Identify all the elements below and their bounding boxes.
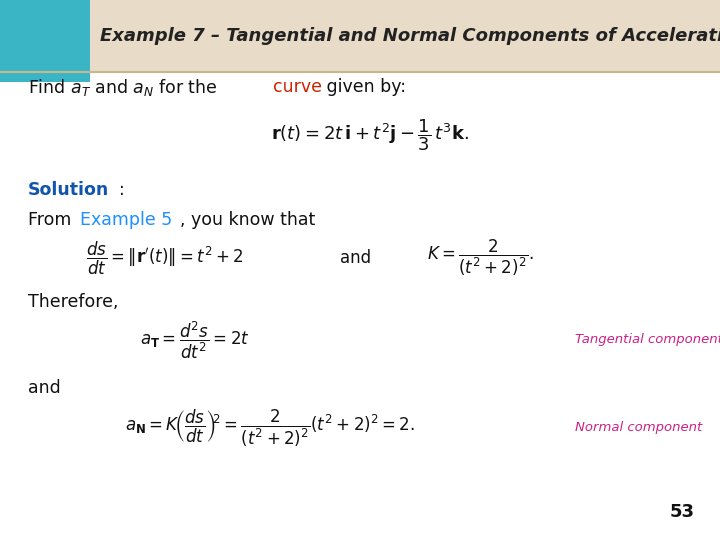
Text: :: : [119,181,125,199]
Text: Therefore,: Therefore, [28,293,119,311]
Text: Example 5: Example 5 [80,211,172,229]
Text: given by:: given by: [321,78,406,96]
Text: $\mathbf{r}(t) = 2t\,\mathbf{i} + t^2\mathbf{j} - \dfrac{1}{3}\,t^3\mathbf{k}.$: $\mathbf{r}(t) = 2t\,\mathbf{i} + t^2\ma… [271,117,469,153]
Bar [0,0,90,82]
Text: $a_{\mathbf{N}} = K\!\left(\dfrac{ds}{dt}\right)^{\!\!2} = \dfrac{2}{(t^2+2)^2}(: $a_{\mathbf{N}} = K\!\left(\dfrac{ds}{dt… [125,407,415,449]
Text: Normal component: Normal component [575,422,702,435]
Text: Tangential component: Tangential component [575,334,720,347]
Text: $\dfrac{ds}{dt} = \|\mathbf{r}^{\prime}(t)\| = t^2 + 2$: $\dfrac{ds}{dt} = \|\mathbf{r}^{\prime}(… [86,239,243,276]
Text: $K = \dfrac{2}{(t^2+2)^2}.$: $K = \dfrac{2}{(t^2+2)^2}.$ [427,238,534,278]
Text: curve: curve [273,78,322,96]
Text: Find $a_T$ and $a_N$ for the: Find $a_T$ and $a_N$ for the [28,77,218,98]
Text: 53: 53 [670,503,695,521]
Text: and: and [28,379,60,397]
Bar [0,0,720,72]
Text: Solution: Solution [28,181,109,199]
Text: From: From [28,211,77,229]
Text: , you know that: , you know that [180,211,315,229]
Text: and: and [340,249,371,267]
Text: $a_{\mathbf{T}} = \dfrac{d^2s}{dt^2} = 2t$: $a_{\mathbf{T}} = \dfrac{d^2s}{dt^2} = 2… [140,319,250,361]
Text: Example 7 – Tangential and Normal Components of Acceleration: Example 7 – Tangential and Normal Compon… [100,27,720,45]
